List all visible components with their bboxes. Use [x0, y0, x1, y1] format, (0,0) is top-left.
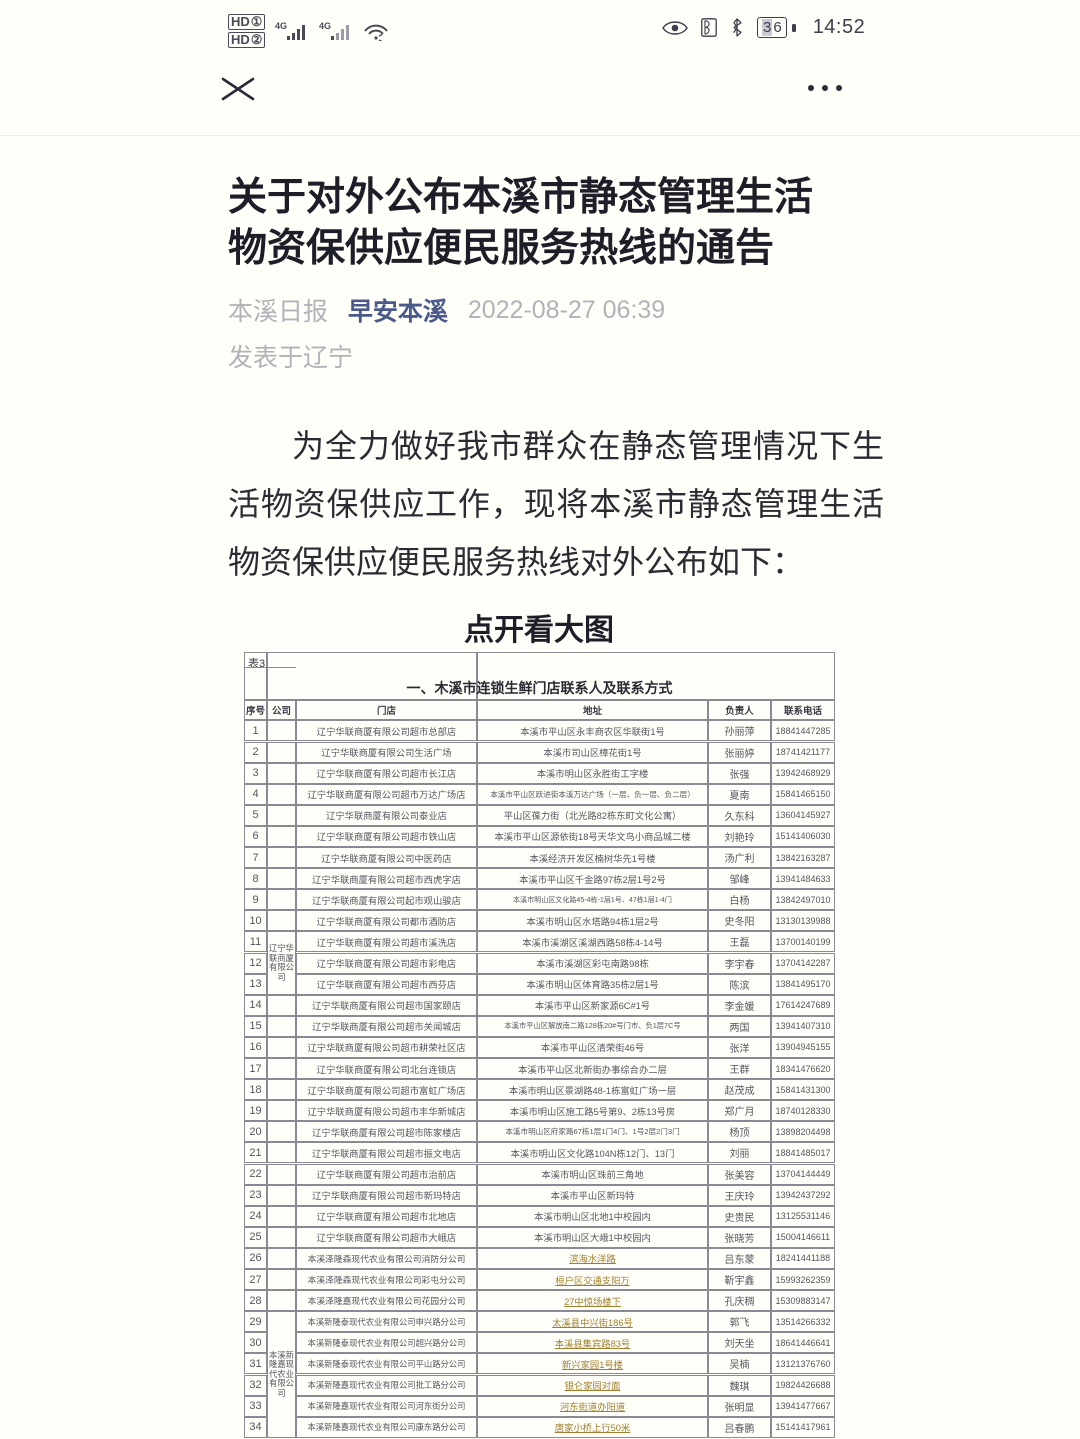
svg-text:4G: 4G [319, 21, 331, 31]
svg-text:4G: 4G [275, 21, 287, 31]
